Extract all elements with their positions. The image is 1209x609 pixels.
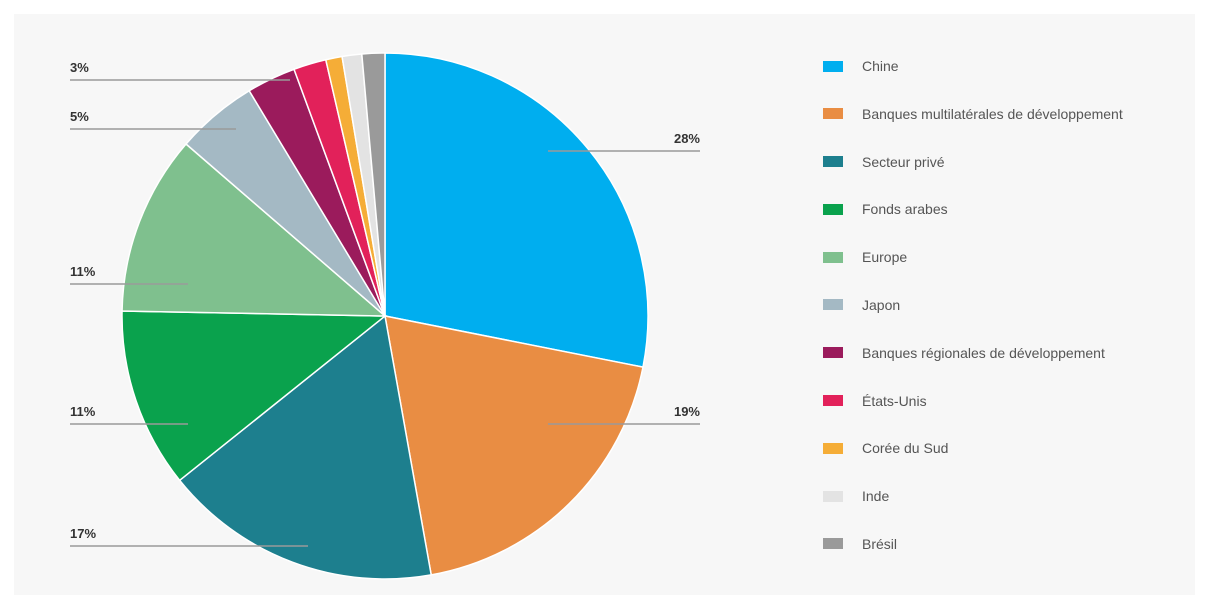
pie-slice-fonds-arabes: [121, 310, 388, 482]
percent-label-banques-multilaterales-de-developpement: 19%: [674, 404, 700, 419]
legend-label: Inde: [862, 488, 890, 505]
legend-label: Fonds arabes: [862, 201, 948, 218]
legend-item-coree-du-sud: Corée du Sud: [823, 436, 1123, 460]
legend-item-japon: Japon: [823, 293, 1123, 317]
pie-slice-europe: [121, 142, 388, 317]
legend-swatch: [823, 156, 843, 168]
percent-label-fonds-arabes: 11%: [70, 404, 96, 419]
legend-label: Brésil: [862, 535, 898, 552]
percent-labels: 28% 19% 17% 11% 11% 5% 3%: [70, 60, 700, 541]
legend-item-secteur-prive: Secteur privé: [823, 150, 1123, 174]
pie-slice-chine: [384, 52, 649, 368]
legend-item-europe: Europe: [823, 245, 1123, 269]
legend-label: Chine: [862, 58, 899, 74]
legend-swatch: [823, 251, 843, 263]
legend-swatch: [823, 538, 843, 550]
legend-swatch: [823, 442, 843, 454]
legend-item-fonds-arabes: Fonds arabes: [823, 197, 1123, 221]
legend-label: Japon: [862, 296, 901, 313]
legend-item-bresil: Brésil: [823, 532, 1123, 556]
pie-slice-bresil: [360, 52, 386, 317]
legend-label: Banques régionales de développement: [862, 344, 1105, 361]
legend: Chine Banques multilatérales de développe…: [823, 54, 1123, 580]
legend-swatch: [823, 203, 843, 215]
legend-swatch: [823, 347, 843, 359]
legend-item-banques-multilaterales-de-developpement: Banques multilatérales de développement: [823, 102, 1123, 126]
legend-label: Secteur privé: [862, 153, 945, 170]
legend-label: États-Unis: [862, 392, 927, 409]
legend-swatch: [823, 395, 843, 407]
legend-swatch: [823, 490, 843, 502]
pie-slices: [121, 52, 649, 580]
percent-label-banques-regionales-de-developpement: 3%: [70, 60, 89, 75]
legend-swatch: [823, 299, 843, 311]
percent-label-chine: 28%: [674, 131, 700, 146]
legend-label: Banques multilatérales de développement: [862, 105, 1123, 122]
legend-item-banques-regionales-de-developpement: Banques régionales de développement: [823, 341, 1123, 365]
legend-swatch: [823, 60, 843, 72]
pie-slice-banques-multilaterales-de-developpement: [384, 315, 644, 576]
legend-label: Corée du Sud: [862, 440, 949, 457]
pie-slice-secteur-prive: [178, 314, 433, 580]
percent-label-secteur-prive: 17%: [70, 526, 96, 541]
legend-item-etats-unis: États-Unis: [823, 389, 1123, 413]
legend-swatch: [823, 108, 843, 120]
percent-label-europe: 11%: [70, 264, 96, 279]
percent-label-japon: 5%: [70, 109, 89, 124]
legend-item-inde: Inde: [823, 484, 1123, 508]
legend-item-chine: Chine: [823, 54, 1123, 78]
leader-lines: [70, 79, 700, 547]
legend-label: Europe: [862, 249, 908, 266]
